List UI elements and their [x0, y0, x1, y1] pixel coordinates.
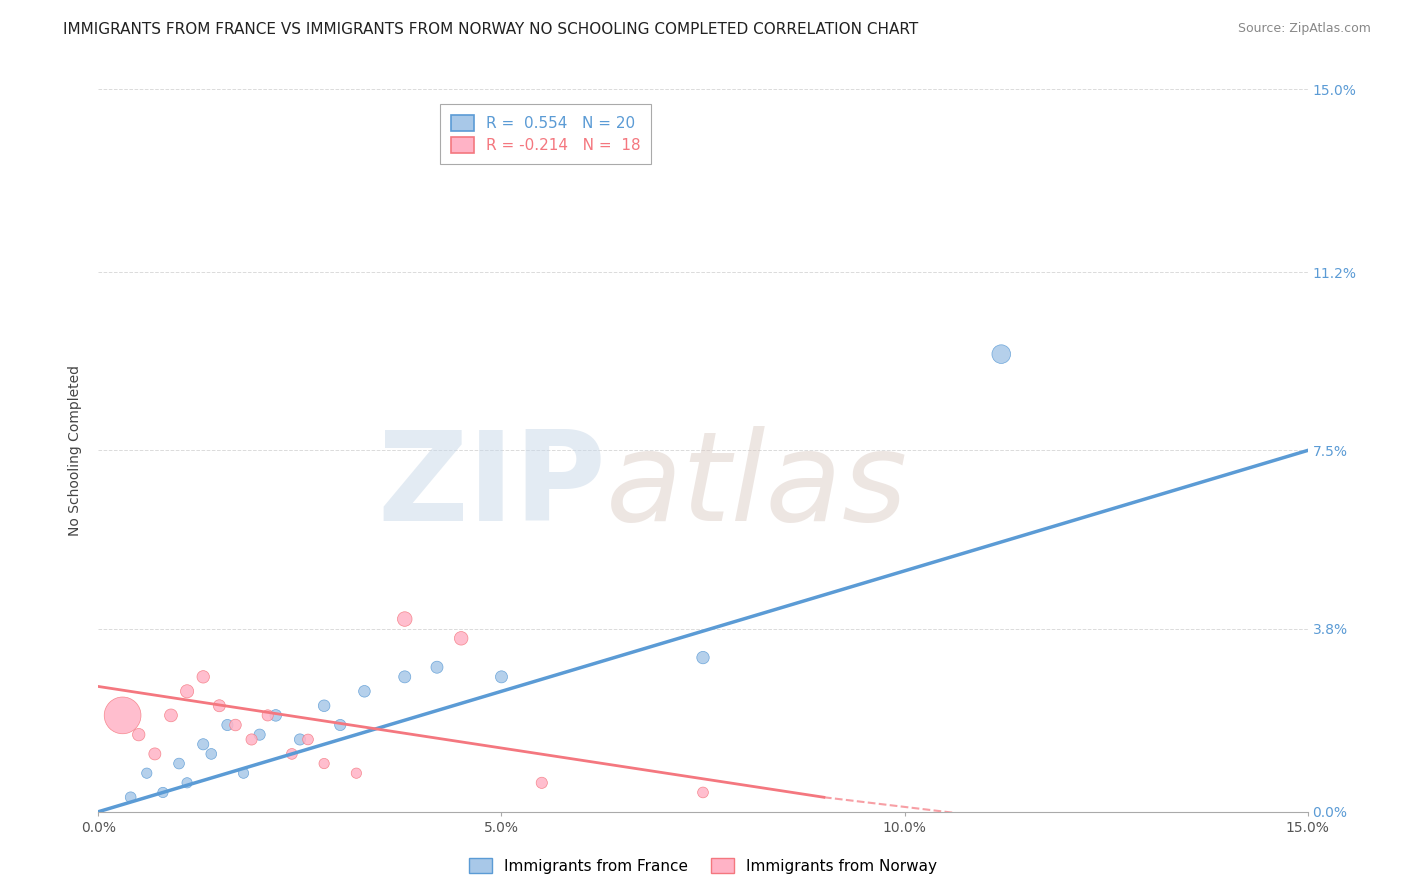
Point [143, 747, 166, 761]
Point [297, 732, 319, 747]
Point [176, 684, 198, 698]
Point [167, 756, 190, 771]
Legend: Immigrants from France, Immigrants from Norway: Immigrants from France, Immigrants from … [463, 852, 943, 880]
Point [176, 776, 198, 790]
Point [692, 785, 714, 799]
Text: Source: ZipAtlas.com: Source: ZipAtlas.com [1237, 22, 1371, 36]
Point [281, 747, 304, 761]
Point [193, 737, 215, 751]
Point [394, 670, 416, 684]
Point [217, 718, 239, 732]
Text: IMMIGRANTS FROM FRANCE VS IMMIGRANTS FROM NORWAY NO SCHOOLING COMPLETED CORRELAT: IMMIGRANTS FROM FRANCE VS IMMIGRANTS FRO… [63, 22, 918, 37]
Point [314, 756, 336, 771]
Point [990, 347, 1012, 361]
Y-axis label: No Schooling Completed: No Schooling Completed [69, 365, 83, 536]
Point [450, 632, 472, 646]
Point [135, 766, 157, 780]
Point [111, 708, 134, 723]
Point [530, 776, 553, 790]
Text: ZIP: ZIP [378, 426, 606, 547]
Point [692, 650, 714, 665]
Point [329, 718, 352, 732]
Point [344, 766, 367, 780]
Point [288, 732, 311, 747]
Point [200, 747, 222, 761]
Point [160, 708, 183, 723]
Point [193, 670, 215, 684]
Point [120, 790, 142, 805]
Point [353, 684, 375, 698]
Point [264, 708, 287, 723]
Point [128, 728, 150, 742]
Point [249, 728, 271, 742]
Legend: R =  0.554   N = 20, R = -0.214   N =  18: R = 0.554 N = 20, R = -0.214 N = 18 [440, 104, 651, 164]
Text: atlas: atlas [606, 426, 908, 547]
Point [240, 732, 263, 747]
Point [491, 670, 513, 684]
Point [152, 785, 174, 799]
Point [394, 612, 416, 626]
Point [256, 708, 278, 723]
Point [426, 660, 449, 674]
Point [224, 718, 246, 732]
Point [314, 698, 336, 713]
Point [208, 698, 231, 713]
Point [232, 766, 254, 780]
